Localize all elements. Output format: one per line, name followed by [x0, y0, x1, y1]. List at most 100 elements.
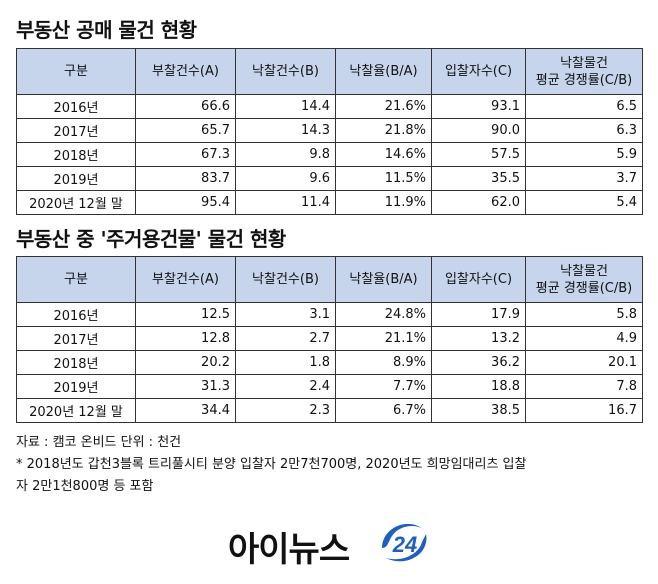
header-competition-line1: 낙찰물건 — [560, 263, 608, 279]
header-bidders: 입찰자수(C) — [431, 256, 526, 303]
cell-bids: 65.7 — [135, 118, 236, 143]
header-competition-line2: 평균 경쟁률(C/B) — [535, 280, 633, 296]
cell-year: 2018년 — [16, 350, 136, 375]
source-note: 자료 : 캠코 온비드 단위 : 천건 — [16, 435, 182, 450]
cell-bids: 34.4 — [135, 398, 236, 423]
cell-bids: 31.3 — [135, 374, 236, 399]
table1-title: 부동산 공매 물건 현황 — [16, 18, 197, 42]
cell-year: 2017년 — [16, 118, 136, 143]
table-header-row: 구분 부찰건수(A) 낙찰건수(B) 낙찰율(B/A) 입찰자수(C) 낙찰물건… — [16, 48, 643, 95]
table-row: 2018년 20.2 1.8 8.9% 36.2 20.1 — [16, 350, 643, 375]
cell-rate: 24.8% — [335, 302, 432, 327]
cell-wins: 11.4 — [235, 190, 336, 215]
cell-competition: 5.9 — [525, 142, 643, 167]
cell-competition: 16.7 — [525, 398, 643, 423]
table-row: 2019년 31.3 2.4 7.7% 18.8 7.8 — [16, 374, 643, 399]
cell-bidders: 57.5 — [431, 142, 526, 167]
footnote-line2: 자 2만1천800명 등 포함 — [16, 479, 154, 494]
logo-text: 아이뉴스 — [228, 530, 350, 570]
header-competition: 낙찰물건 평균 경쟁률(C/B) — [525, 256, 643, 303]
cell-wins: 14.3 — [235, 118, 336, 143]
cell-rate: 14.6% — [335, 142, 432, 167]
cell-bidders: 18.8 — [431, 374, 526, 399]
cell-competition: 20.1 — [525, 350, 643, 375]
inews24-logo: 아이뉴스 24 — [228, 518, 438, 570]
cell-competition: 6.5 — [525, 94, 643, 119]
header-competition: 낙찰물건 평균 경쟁률(C/B) — [525, 48, 643, 95]
table-row: 2016년 12.5 3.1 24.8% 17.9 5.8 — [16, 302, 643, 327]
cell-rate: 7.7% — [335, 374, 432, 399]
logo-badge-number: 24 — [392, 532, 417, 557]
table-row: 2017년 12.8 2.7 21.1% 13.2 4.9 — [16, 326, 643, 351]
cell-bids: 67.3 — [135, 142, 236, 167]
header-category: 구분 — [16, 256, 136, 303]
cell-bids: 95.4 — [135, 190, 236, 215]
cell-bidders: 93.1 — [431, 94, 526, 119]
cell-competition: 3.7 — [525, 166, 643, 191]
cell-year: 2016년 — [16, 94, 136, 119]
cell-bids: 12.8 — [135, 326, 236, 351]
cell-rate: 21.1% — [335, 326, 432, 351]
cell-wins: 1.8 — [235, 350, 336, 375]
auction-table: 구분 부찰건수(A) 낙찰건수(B) 낙찰율(B/A) 입찰자수(C) 낙찰물건… — [16, 48, 643, 215]
cell-competition: 7.8 — [525, 374, 643, 399]
cell-rate: 8.9% — [335, 350, 432, 375]
cell-wins: 3.1 — [235, 302, 336, 327]
cell-wins: 2.7 — [235, 326, 336, 351]
cell-year: 2018년 — [16, 142, 136, 167]
cell-bidders: 17.9 — [431, 302, 526, 327]
cell-bids: 20.2 — [135, 350, 236, 375]
header-bids: 부찰건수(A) — [135, 256, 236, 303]
header-competition-line2: 평균 경쟁률(C/B) — [535, 72, 633, 88]
table-row: 2019년 83.7 9.6 11.5% 35.5 3.7 — [16, 166, 643, 191]
cell-year: 2016년 — [16, 302, 136, 327]
table-header-row: 구분 부찰건수(A) 낙찰건수(B) 낙찰율(B/A) 입찰자수(C) 낙찰물건… — [16, 256, 643, 303]
footnote-line1: * 2018년도 갑천3블록 트리풀시티 분양 입찰자 2만7천700명, 20… — [16, 457, 527, 472]
cell-bidders: 35.5 — [431, 166, 526, 191]
footnotes: 자료 : 캠코 온비드 단위 : 천건 * 2018년도 갑천3블록 트리풀시티… — [16, 432, 646, 498]
table-row: 2017년 65.7 14.3 21.8% 90.0 6.3 — [16, 118, 643, 143]
header-competition-line1: 낙찰물건 — [560, 55, 608, 71]
cell-year: 2017년 — [16, 326, 136, 351]
header-wins: 낙찰건수(B) — [235, 48, 336, 95]
cell-rate: 21.6% — [335, 94, 432, 119]
header-win-rate: 낙찰율(B/A) — [335, 256, 432, 303]
cell-bidders: 36.2 — [431, 350, 526, 375]
cell-competition: 4.9 — [525, 326, 643, 351]
cell-year: 2019년 — [16, 374, 136, 399]
cell-bidders: 90.0 — [431, 118, 526, 143]
logo-badge-icon: 24 — [382, 523, 427, 562]
cell-year: 2019년 — [16, 166, 136, 191]
header-wins: 낙찰건수(B) — [235, 256, 336, 303]
cell-bidders: 62.0 — [431, 190, 526, 215]
cell-year: 2020년 12월 말 — [16, 190, 136, 215]
cell-rate: 11.5% — [335, 166, 432, 191]
table-row: 2018년 67.3 9.8 14.6% 57.5 5.9 — [16, 142, 643, 167]
cell-rate: 21.8% — [335, 118, 432, 143]
table2-title: 부동산 중 '주거용건물' 물건 현황 — [16, 227, 286, 251]
cell-year: 2020년 12월 말 — [16, 398, 136, 423]
header-bidders: 입찰자수(C) — [431, 48, 526, 95]
table-row: 2020년 12월 말 95.4 11.4 11.9% 62.0 5.4 — [16, 190, 643, 215]
header-category: 구분 — [16, 48, 136, 95]
cell-rate: 6.7% — [335, 398, 432, 423]
cell-bids: 12.5 — [135, 302, 236, 327]
cell-competition: 6.3 — [525, 118, 643, 143]
cell-wins: 9.8 — [235, 142, 336, 167]
header-bids: 부찰건수(A) — [135, 48, 236, 95]
header-win-rate: 낙찰율(B/A) — [335, 48, 432, 95]
table-row: 2016년 66.6 14.4 21.6% 93.1 6.5 — [16, 94, 643, 119]
cell-bidders: 38.5 — [431, 398, 526, 423]
cell-bidders: 13.2 — [431, 326, 526, 351]
residential-table: 구분 부찰건수(A) 낙찰건수(B) 낙찰율(B/A) 입찰자수(C) 낙찰물건… — [16, 256, 643, 423]
table-row: 2020년 12월 말 34.4 2.3 6.7% 38.5 16.7 — [16, 398, 643, 423]
cell-bids: 66.6 — [135, 94, 236, 119]
cell-rate: 11.9% — [335, 190, 432, 215]
cell-wins: 14.4 — [235, 94, 336, 119]
cell-bids: 83.7 — [135, 166, 236, 191]
cell-competition: 5.4 — [525, 190, 643, 215]
cell-wins: 2.3 — [235, 398, 336, 423]
cell-competition: 5.8 — [525, 302, 643, 327]
cell-wins: 9.6 — [235, 166, 336, 191]
cell-wins: 2.4 — [235, 374, 336, 399]
